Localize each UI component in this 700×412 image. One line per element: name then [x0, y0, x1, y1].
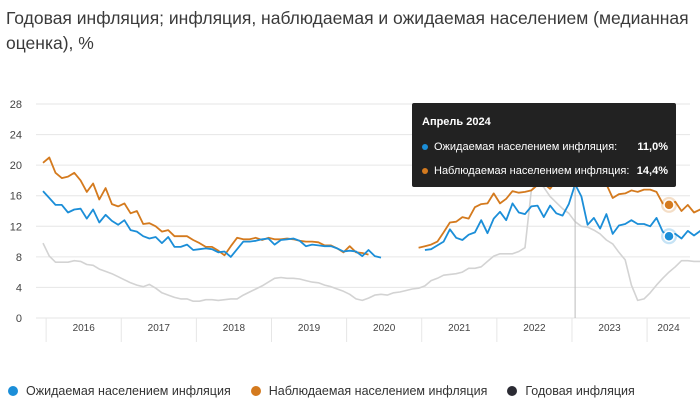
y-axis-ticks: 0 4 8 12 16 20 24 28: [10, 99, 22, 325]
x-tick-label: 2017: [148, 323, 171, 334]
tooltip-expected-label: Ожидаемая населением инфляция:: [434, 141, 618, 153]
y-tick-label: 16: [10, 191, 22, 203]
series-lines: [42, 156, 700, 302]
x-tick-label: 2022: [523, 323, 546, 334]
chart-title: Годовая инфляция; инфляция, наблюдаемая …: [6, 8, 689, 53]
x-tick-label: 2023: [598, 323, 621, 334]
y-tick-label: 4: [16, 282, 22, 294]
tooltip-row-observed: Наблюдаемая населением инфляция: 14,4%: [422, 165, 668, 177]
series-line-annual: [42, 181, 700, 302]
highlight-point-observed: [663, 199, 675, 211]
highlight-point-expected: [663, 230, 675, 242]
x-tick-label: 2018: [223, 323, 246, 334]
highlight-markers: [574, 150, 677, 318]
tooltip-observed-value: 14,4%: [636, 165, 668, 177]
y-tick-label: 20: [10, 160, 22, 172]
legend-item-expected[interactable]: Ожидаемая населением инфляция: [8, 384, 231, 398]
y-tick-label: 0: [16, 313, 22, 325]
tooltip-expected-dot: [422, 144, 428, 150]
legend-observed-dot: [250, 386, 261, 396]
x-tick-label: 2016: [73, 323, 96, 334]
tooltip-title: Апрель 2024: [422, 116, 491, 128]
y-tick-label: 24: [10, 130, 22, 142]
legend-expected-label: Ожидаемая населением инфляция: [26, 384, 231, 398]
tooltip-observed-label: Наблюдаемая населением инфляция:: [434, 165, 630, 177]
x-tick-label: 2019: [298, 323, 321, 334]
legend-annual-dot: [507, 386, 518, 396]
x-tick-label: 2021: [448, 323, 471, 334]
series-line-expected: [42, 183, 700, 259]
tooltip-expected-value: 11,0%: [637, 141, 668, 153]
y-tick-label: 8: [16, 252, 22, 264]
tooltip-row-expected: Ожидаемая населением инфляция: 11,0%: [422, 141, 668, 153]
legend-annual-label: Годовая инфляция: [525, 384, 635, 398]
data-tooltip: Апрель 2024 Ожидаемая населением инфляци…: [412, 103, 676, 187]
y-tick-label: 12: [10, 221, 22, 233]
x-axis-ticks: 2016 2017 2018 2019 2020 2021 2022 2023 2024: [73, 323, 681, 334]
x-tick-label: 2020: [373, 323, 396, 334]
legend-observed-label: Наблюдаемая населением инфляция: [268, 384, 488, 398]
chart-legend: Ожидаемая населением инфляция Наблюдаема…: [8, 384, 655, 398]
tooltip-observed-dot: [422, 168, 428, 174]
x-tick-label: 2024: [657, 323, 680, 334]
legend-item-observed[interactable]: Наблюдаемая населением инфляция: [250, 384, 488, 398]
legend-item-annual[interactable]: Годовая инфляция: [507, 384, 635, 398]
legend-expected-dot: [8, 386, 18, 396]
y-tick-label: 28: [10, 99, 22, 111]
